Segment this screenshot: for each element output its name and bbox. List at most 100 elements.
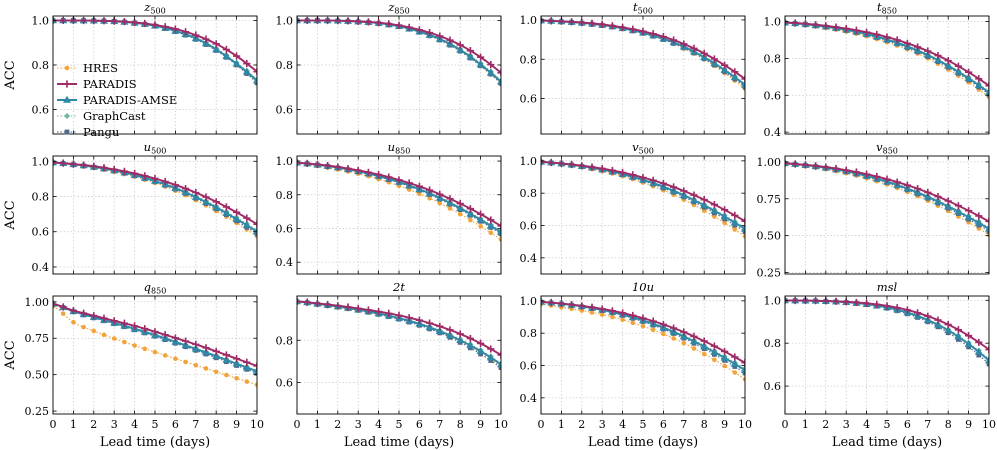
panel-title-sub: 850: [394, 7, 409, 16]
series-point-paradis: [297, 297, 301, 305]
panel-title: 10u: [632, 280, 654, 294]
series-point-hres: [650, 327, 656, 333]
series-point-paradis: [578, 162, 586, 170]
series-point-paradis: [639, 27, 647, 35]
y-tick-label: 0.50: [757, 230, 782, 243]
series-point-paradis: [588, 19, 596, 27]
series-point-paradis: [120, 319, 128, 327]
y-tick-label: 1.0: [276, 155, 294, 168]
series-point-paradis: [690, 44, 698, 52]
series-point-paradis: [131, 322, 139, 330]
x-tick-label: 6: [172, 418, 179, 431]
panel-title: 2t: [392, 280, 405, 294]
series-point-paradis: [171, 334, 179, 342]
series-point-paradis: [120, 18, 128, 26]
series-point-paradis: [568, 160, 576, 169]
series-point-paradis-amse: [720, 353, 729, 361]
series-point-paradis: [954, 202, 962, 210]
series-point-hres: [742, 234, 745, 239]
series-point-paradis: [487, 61, 495, 69]
series-point-paradis: [914, 185, 922, 193]
series-point-paradis: [141, 19, 149, 28]
series-point-hres: [478, 223, 483, 229]
series-point-paradis-amse: [974, 347, 983, 355]
series-point-paradis-amse: [242, 363, 251, 371]
series-point-paradis: [791, 296, 799, 305]
series-line-hres: [541, 303, 745, 380]
series-point-paradis: [192, 31, 200, 39]
series-point-hres: [681, 340, 687, 346]
y-tick-label: 0.75: [25, 332, 50, 345]
series-point-paradis-amse: [466, 209, 475, 217]
series-point-paradis: [608, 22, 616, 30]
x-tick-label: 0: [50, 418, 57, 431]
series-point-paradis-amse: [954, 207, 963, 215]
x-axis-label: Lead time (days): [344, 435, 454, 450]
y-tick-label: 0.6: [276, 104, 294, 117]
series-point-paradis: [741, 217, 745, 225]
legend: HRES PARADIS PARADIS-AMSE GraphCast Pangu: [57, 61, 177, 139]
series-point-paradis: [568, 18, 576, 26]
series-point-paradis: [822, 22, 830, 30]
series-point-paradis: [639, 173, 647, 182]
series-point-hres: [203, 366, 209, 371]
x-tick-label: 3: [111, 418, 118, 431]
series-point-paradis: [324, 161, 332, 170]
series-point-paradis-amse: [242, 67, 251, 75]
series-point-paradis-amse: [710, 59, 719, 67]
series-point-paradis: [557, 159, 565, 168]
series-point-paradis: [212, 40, 220, 48]
series-point-paradis-amse: [944, 202, 953, 210]
x-tick-label: 5: [152, 418, 159, 431]
series-point-paradis: [670, 183, 678, 191]
panel-title: z850: [387, 0, 409, 16]
series-point-paradis: [903, 181, 911, 189]
series-line-hres: [785, 22, 989, 98]
series-point-paradis: [731, 353, 739, 361]
series-point-paradis: [344, 303, 352, 311]
series-point-paradis: [710, 342, 718, 350]
series-point-paradis-amse: [253, 367, 257, 375]
series-point-paradis: [965, 68, 973, 76]
legend-label-pangu: Pangu: [83, 125, 119, 139]
x-tick-label: 9: [965, 418, 972, 431]
y-tick-label: 0.6: [32, 104, 50, 117]
legend-marker-graphcast: [64, 113, 70, 119]
y-tick-label: 1.0: [520, 155, 538, 168]
y-axis-label: ACC: [3, 60, 18, 90]
series-point-paradis: [395, 311, 403, 319]
series-point-paradis: [690, 332, 698, 341]
series-point-hres: [457, 211, 463, 217]
y-tick-label: 0.4: [520, 392, 538, 405]
x-tick-label: 3: [599, 418, 606, 431]
series-point-paradis: [303, 16, 311, 25]
y-axis-label: ACC: [3, 200, 18, 230]
series-point-paradis: [222, 351, 230, 359]
series-point-hres: [610, 314, 615, 320]
x-tick-label: 10: [982, 418, 996, 431]
series-point-paradis: [100, 314, 108, 322]
series-point-paradis: [541, 16, 545, 25]
series-point-paradis-amse: [486, 68, 495, 76]
y-tick-label: 1.0: [32, 155, 50, 168]
series-point-paradis: [944, 320, 952, 329]
series-point-paradis: [100, 17, 108, 25]
panel-title-sub: 850: [151, 287, 166, 296]
series-point-paradis: [710, 55, 718, 63]
series-point-paradis: [222, 45, 230, 54]
series-point-paradis-amse: [222, 52, 231, 60]
series-point-paradis: [547, 299, 555, 307]
series-point-paradis: [446, 36, 454, 44]
series-point-paradis-amse: [954, 332, 963, 340]
series-point-paradis: [985, 217, 989, 226]
series-point-paradis-amse: [954, 67, 963, 75]
legend-label-hres: HRES: [83, 61, 118, 75]
series-point-hres: [224, 372, 229, 378]
series-point-pangu: [976, 352, 982, 358]
series-point-paradis: [477, 210, 485, 218]
series-point-paradis: [893, 36, 901, 44]
series-point-hres: [234, 376, 239, 381]
panel-title-main: 10u: [632, 280, 654, 294]
series-point-paradis: [873, 30, 881, 39]
series-point-paradis: [53, 300, 57, 308]
